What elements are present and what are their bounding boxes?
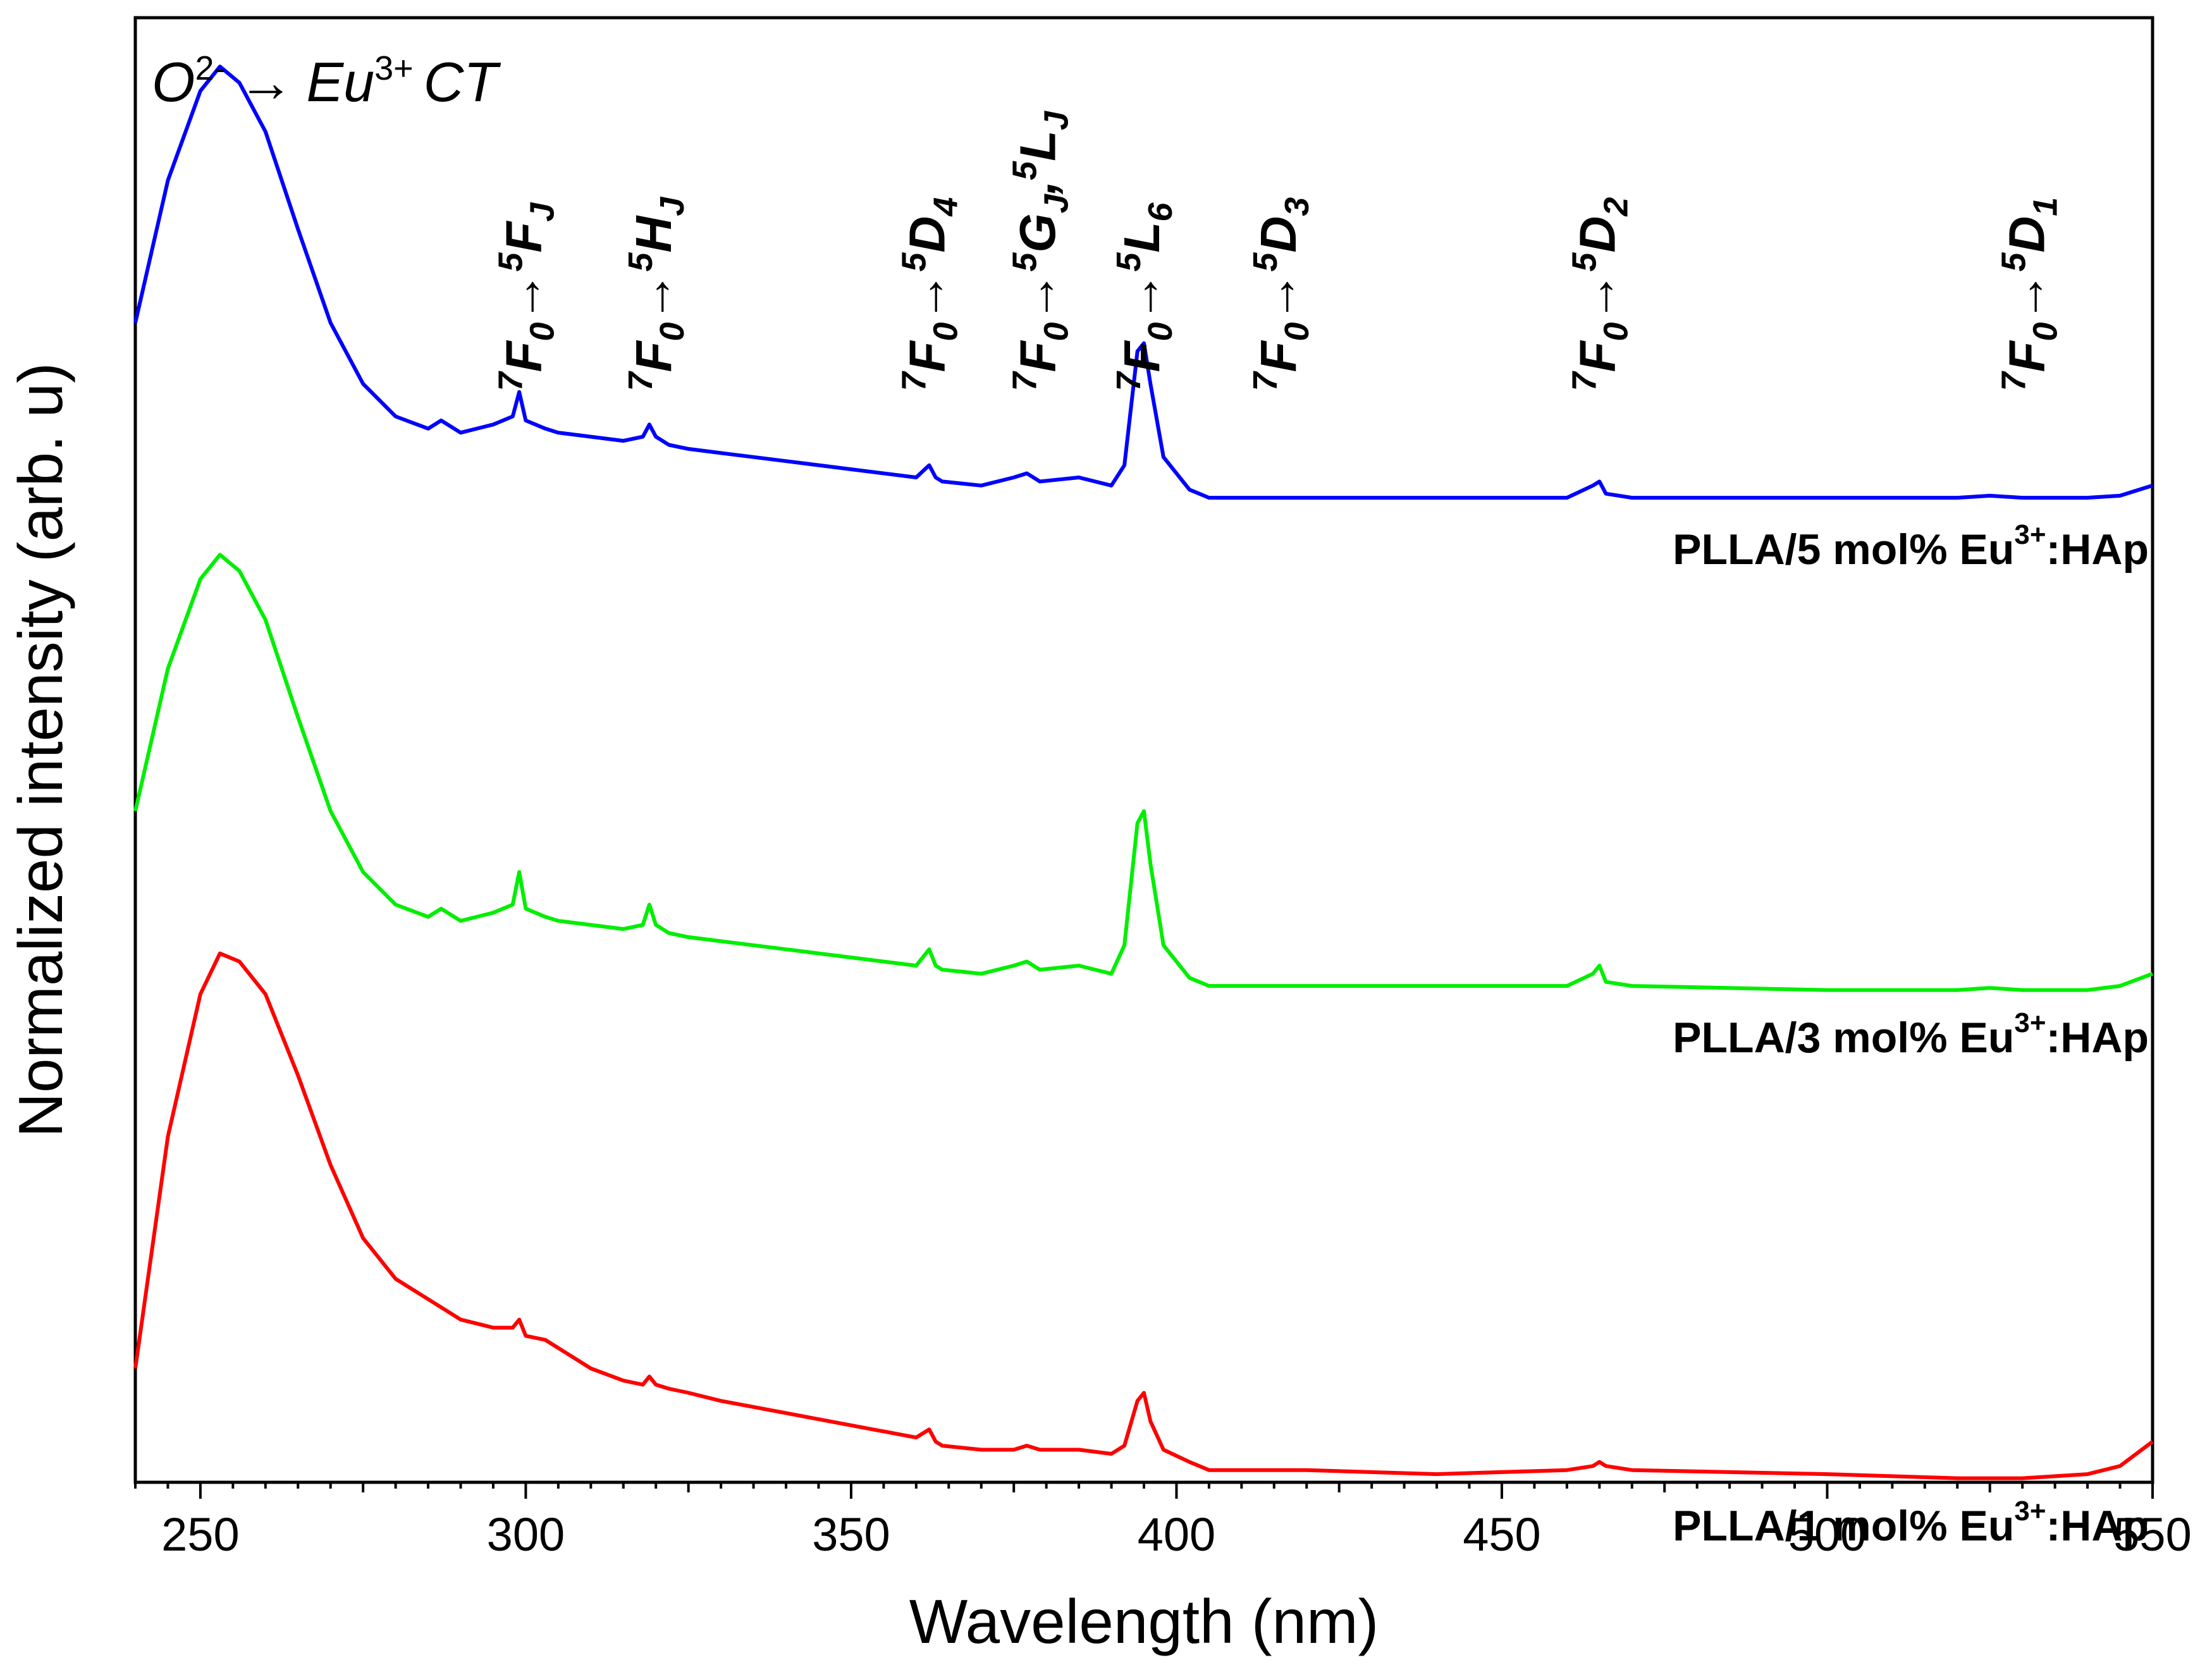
x-tick-label: 250 xyxy=(161,1508,239,1561)
series-label-main: PLLA/3 mol% Eu xyxy=(1673,1014,2014,1062)
annotation-layer: 7F0→5FJ 7F0→5HJ 7F0→5D4 7F0→5GJ,5LJ 7F0→5L6 7… xyxy=(491,111,2064,391)
x-tick-label: 500 xyxy=(1788,1508,1866,1561)
series-label-charge: 3+ xyxy=(2014,519,2046,550)
x-tick-label: 350 xyxy=(812,1508,890,1561)
x-tick-label: 300 xyxy=(487,1508,565,1561)
x-axis-title: Wavelength (nm) xyxy=(909,1587,1379,1656)
transition-label-6: 7F0→5D2 xyxy=(1565,197,1635,391)
series-label-charge: 3+ xyxy=(2014,1496,2046,1527)
x-tick-label: 400 xyxy=(1138,1508,1215,1561)
series-label-0: PLLA/5 mol% Eu3+:HAp xyxy=(1673,519,2149,574)
ct-ion: Eu xyxy=(306,51,374,113)
ct-ion-charge: 3+ xyxy=(374,49,414,87)
ct-base-charge: 2- xyxy=(195,49,225,87)
series-label-main: PLLA/5 mol% Eu xyxy=(1673,526,2014,574)
ct-arrow: → xyxy=(238,51,293,113)
transition-label-0: 7F0→5FJ xyxy=(491,202,561,391)
transition-label-7: 7F0→5D1 xyxy=(1995,197,2065,391)
series-label-tail: :HAp xyxy=(2046,526,2149,574)
series-line-2 xyxy=(133,951,2154,1480)
x-tick-label: 450 xyxy=(1463,1508,1540,1561)
ct-base: O xyxy=(152,51,195,113)
series-label-charge: 3+ xyxy=(2014,1007,2046,1038)
series-label-2: PLLA/1 mol% Eu3+:HAp xyxy=(1673,1496,2149,1550)
transition-label-3: 7F0→5GJ,5LJ xyxy=(1005,111,1075,391)
series-label-tail: :HAp xyxy=(2046,1014,2149,1062)
transition-label-2: 7F0→5D4 xyxy=(895,197,964,391)
series-label-tail: :HAp xyxy=(2046,1502,2149,1550)
transition-label-5: 7F0→5D3 xyxy=(1246,197,1316,391)
series-label-main: PLLA/1 mol% Eu xyxy=(1673,1502,2014,1550)
transition-label-4: 7F0→5L6 xyxy=(1110,202,1179,391)
series-line-1 xyxy=(133,553,2154,992)
x-tick-label: 550 xyxy=(2113,1508,2191,1561)
ct-tail: CT xyxy=(424,51,501,113)
x-axis: 250 300 350 400 450 500 550 xyxy=(134,1482,2192,1561)
y-axis-title: Normalized intensity (arb. u) xyxy=(6,362,75,1137)
ct-annotation: O2- → Eu3+ CT xyxy=(152,49,501,113)
series-line-0 xyxy=(133,65,2153,500)
series-label-1: PLLA/3 mol% Eu3+:HAp xyxy=(1673,1007,2149,1062)
transition-label-1: 7F0→5HJ xyxy=(622,197,691,391)
